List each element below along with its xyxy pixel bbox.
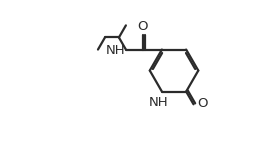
Text: NH: NH [106, 44, 125, 57]
Text: O: O [197, 97, 208, 110]
Text: O: O [138, 20, 148, 33]
Text: NH: NH [149, 96, 169, 109]
